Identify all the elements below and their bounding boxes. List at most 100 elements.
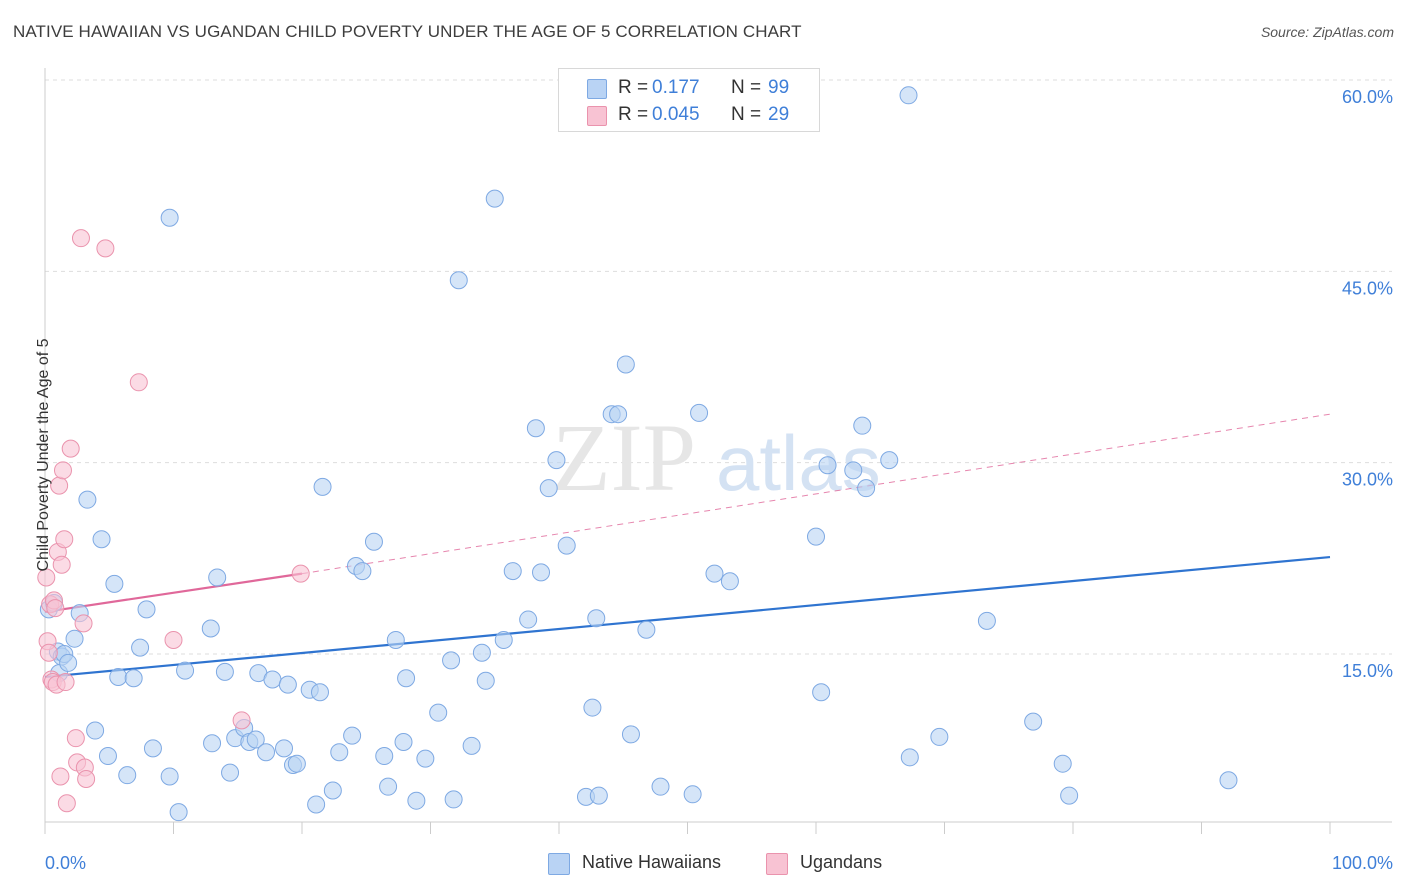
data-point-native-hawaiian [203,734,222,753]
data-point-native-hawaiian [257,743,276,762]
axes [44,68,1392,834]
data-point-native-hawaiian [587,609,606,628]
data-point-native-hawaiian [853,416,872,435]
data-points [37,86,1238,822]
data-point-native-hawaiian [131,638,150,657]
data-point-native-hawaiian [86,721,105,740]
legend-n-value: 99 [768,77,790,98]
data-point-native-hawaiian [1060,786,1079,805]
data-point-native-hawaiian [118,766,137,785]
data-point-native-hawaiian [364,532,383,551]
data-point-native-hawaiian [683,785,702,804]
data-point-ugandan [57,794,76,813]
data-point-native-hawaiian [539,479,558,498]
data-point-native-hawaiian [323,781,342,800]
data-point-native-hawaiian [59,653,78,672]
data-point-native-hawaiian [287,754,306,773]
data-point-native-hawaiian [310,683,329,702]
legend-r-value: 0.177 [652,77,700,98]
data-point-native-hawaiian [720,572,739,591]
grid-lines [45,79,1392,655]
data-point-native-hawaiian [143,739,162,758]
data-point-native-hawaiian [977,611,996,630]
data-point-native-hawaiian [169,803,188,822]
data-point-native-hawaiian [1219,771,1238,790]
data-point-native-hawaiian [818,456,837,475]
data-point-ugandan [291,564,310,583]
source-label: Source: ZipAtlas.com [1260,24,1394,40]
y-tick-label: 15.0% [1342,661,1393,681]
legend: R = 0.177 N = 99 R = 0.045 N = 29 [558,68,820,132]
trend-line-native-hawaiians [44,555,1331,679]
legend-r-label: R = [618,77,649,98]
data-point-native-hawaiian [494,630,513,649]
data-point-native-hawaiian [221,763,240,782]
data-point-ugandan [77,770,96,789]
data-point-native-hawaiian [307,795,326,814]
data-point-native-hawaiian [397,669,416,688]
trend-lines [44,413,1331,679]
data-point-native-hawaiian [557,536,576,555]
data-point-native-hawaiian [98,747,117,766]
data-point-ugandan [53,461,72,480]
data-point-native-hawaiian [330,743,349,762]
data-point-native-hawaiian [1053,754,1072,773]
tick-labels: 15.0% 30.0% 45.0% 60.0% 0.0% 100.0% [45,87,1393,873]
data-point-native-hawaiian [1024,712,1043,731]
watermark-zip: ZIP [552,404,696,511]
y-tick-label: 60.0% [1342,87,1393,107]
data-point-ugandan [51,767,70,786]
data-point-native-hawaiian [124,669,143,688]
trend-line-ugandans [44,572,303,613]
legend-swatch-blue [587,79,607,99]
data-point-native-hawaiian [899,86,918,105]
data-point-native-hawaiian [444,790,463,809]
data-point-native-hawaiian [472,643,491,662]
data-point-ugandan [61,439,80,458]
data-point-native-hawaiian [900,748,919,767]
legend-n-label: N = [731,77,762,98]
data-point-native-hawaiian [462,736,481,755]
legend-r-label: R = [618,104,649,125]
trend-line-ugandans-extended [301,413,1331,575]
data-point-native-hawaiian [215,662,234,681]
data-point-native-hawaiian [651,777,670,796]
data-point-native-hawaiian [379,777,398,796]
data-point-ugandan [39,643,58,662]
data-point-native-hawaiian [616,355,635,374]
data-point-native-hawaiian [532,563,551,582]
watermark: ZIP atlas [552,404,881,511]
y-tick-label: 45.0% [1342,278,1393,298]
data-point-native-hawaiian [807,527,825,546]
data-point-native-hawaiian [105,574,124,593]
data-point-ugandan [37,568,56,587]
data-point-native-hawaiian [416,749,435,768]
data-point-native-hawaiian [407,791,426,810]
legend-n-label: N = [731,104,762,125]
data-point-native-hawaiian [201,619,220,638]
y-axis-label: Child Poverty Under the Age of 5 [35,338,52,572]
data-point-native-hawaiian [394,733,413,752]
data-point-native-hawaiian [609,405,628,424]
data-point-native-hawaiian [526,419,545,438]
data-point-native-hawaiian [589,786,608,805]
data-point-native-hawaiian [160,767,179,786]
data-point-native-hawaiian [65,629,84,648]
data-point-ugandan [66,729,85,748]
data-point-native-hawaiian [313,477,332,496]
legend-row-native-hawaiians: R = 0.177 N = 99 [559,75,819,103]
data-point-ugandan [74,614,93,633]
y-tick-label: 30.0% [1342,470,1393,490]
x-tick-label-min: 0.0% [45,853,86,873]
data-point-native-hawaiian [583,698,602,717]
data-point-native-hawaiian [176,661,195,680]
data-point-native-hawaiian [386,630,405,649]
data-point-native-hawaiian [275,739,294,758]
data-point-native-hawaiian [92,530,111,549]
data-point-native-hawaiian [78,490,97,509]
data-point-native-hawaiian [485,189,504,208]
bottom-legend-swatch-blue [548,853,570,875]
chart-title: NATIVE HAWAIIAN VS UGANDAN CHILD POVERTY… [13,22,802,41]
data-point-native-hawaiian [621,725,640,744]
